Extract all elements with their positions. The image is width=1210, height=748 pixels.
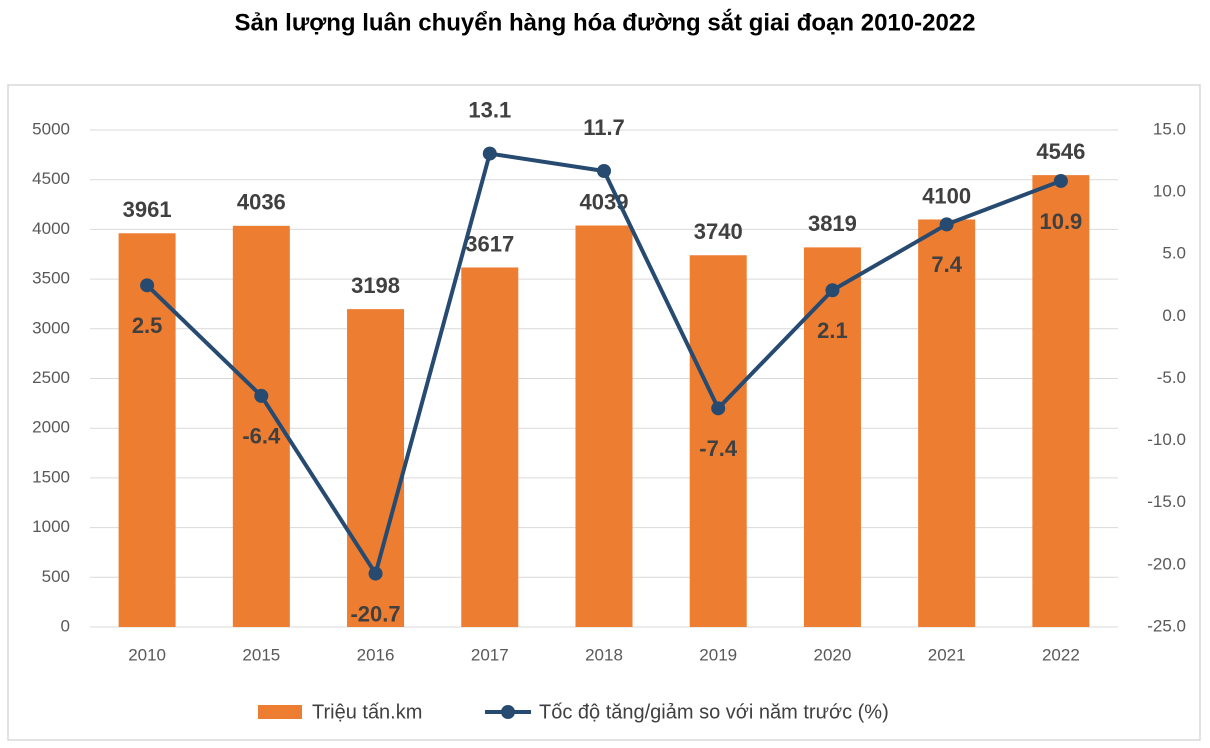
y2-tick-label: 15.0 bbox=[1153, 119, 1186, 138]
y-tick-label: 500 bbox=[42, 567, 70, 586]
plot-frame bbox=[7, 84, 1201, 741]
bar bbox=[118, 233, 176, 627]
x-tick-label: 2019 bbox=[699, 645, 737, 664]
y2-tick-label: -10.0 bbox=[1147, 430, 1186, 449]
y2-tick-label: 0.0 bbox=[1162, 306, 1186, 325]
line-marker bbox=[254, 388, 269, 403]
bar bbox=[1032, 175, 1090, 627]
x-tick-label: 2015 bbox=[242, 645, 280, 664]
line-marker bbox=[597, 164, 611, 179]
bar-value-label: 3961 bbox=[123, 197, 172, 222]
y2-tick-label: -25.0 bbox=[1147, 616, 1186, 635]
line-value-label: 2.5 bbox=[132, 313, 163, 338]
y-tick-label: 2500 bbox=[32, 368, 70, 387]
y2-tick-label: -20.0 bbox=[1147, 554, 1186, 573]
line-value-label: -20.7 bbox=[350, 601, 400, 626]
x-tick-label: 2021 bbox=[928, 645, 966, 664]
y2-tick-label: 10.0 bbox=[1153, 182, 1186, 201]
y-tick-label: 4000 bbox=[32, 219, 70, 238]
line-marker bbox=[368, 566, 383, 581]
legend-marker bbox=[501, 705, 515, 719]
bar bbox=[461, 267, 519, 627]
bar bbox=[575, 225, 633, 627]
line-value-label: 7.4 bbox=[931, 252, 962, 277]
line-value-label: 13.1 bbox=[468, 97, 511, 122]
x-tick-label: 2022 bbox=[1042, 645, 1080, 664]
y-tick-label: 0 bbox=[61, 616, 70, 635]
line-marker bbox=[711, 401, 726, 416]
y2-tick-label: -15.0 bbox=[1147, 492, 1186, 511]
bar bbox=[689, 255, 747, 627]
line-marker bbox=[482, 146, 497, 161]
y-tick-label: 2000 bbox=[32, 418, 70, 437]
bar bbox=[918, 219, 976, 627]
line-marker bbox=[1053, 173, 1068, 188]
y-tick-label: 3500 bbox=[32, 269, 70, 288]
bar bbox=[803, 247, 861, 627]
legend-label: Tốc độ tăng/giảm so với năm trước (%) bbox=[539, 701, 889, 723]
bar-value-label: 4546 bbox=[1036, 139, 1085, 164]
x-tick-label: 2016 bbox=[357, 645, 395, 664]
y-tick-label: 1500 bbox=[32, 467, 70, 486]
bar-value-label: 3617 bbox=[465, 231, 514, 256]
bar-value-label: 3740 bbox=[694, 219, 743, 244]
bar-value-label: 3819 bbox=[808, 211, 857, 236]
x-tick-label: 2018 bbox=[585, 645, 623, 664]
x-tick-label: 2020 bbox=[814, 645, 852, 664]
bar-value-label: 4100 bbox=[922, 183, 971, 208]
line-value-label: 11.7 bbox=[583, 115, 625, 140]
chart-title: Sản lượng luân chuyển hàng hóa đường sắt… bbox=[234, 8, 975, 36]
x-tick-label: 2010 bbox=[128, 645, 166, 664]
line-value-label: 2.1 bbox=[817, 318, 848, 343]
y2-tick-label: -5.0 bbox=[1157, 368, 1186, 387]
line-marker bbox=[939, 217, 954, 232]
legend-swatch bbox=[258, 705, 302, 719]
bar-value-label: 4036 bbox=[237, 190, 286, 215]
line-value-label: 10.9 bbox=[1039, 209, 1082, 234]
y-tick-label: 3000 bbox=[32, 318, 70, 337]
legend-label: Triệu tấn.km bbox=[312, 701, 422, 723]
y-tick-label: 4500 bbox=[32, 169, 70, 188]
line-value-label: -7.4 bbox=[699, 436, 738, 461]
bar-value-label: 3198 bbox=[351, 273, 400, 298]
x-tick-label: 2017 bbox=[471, 645, 509, 664]
line-value-label: -6.4 bbox=[242, 424, 281, 449]
line-marker bbox=[825, 283, 840, 298]
line-marker bbox=[140, 278, 155, 293]
y-tick-label: 5000 bbox=[32, 119, 70, 138]
y-tick-label: 1000 bbox=[32, 517, 70, 536]
y2-tick-label: 5.0 bbox=[1162, 244, 1186, 263]
